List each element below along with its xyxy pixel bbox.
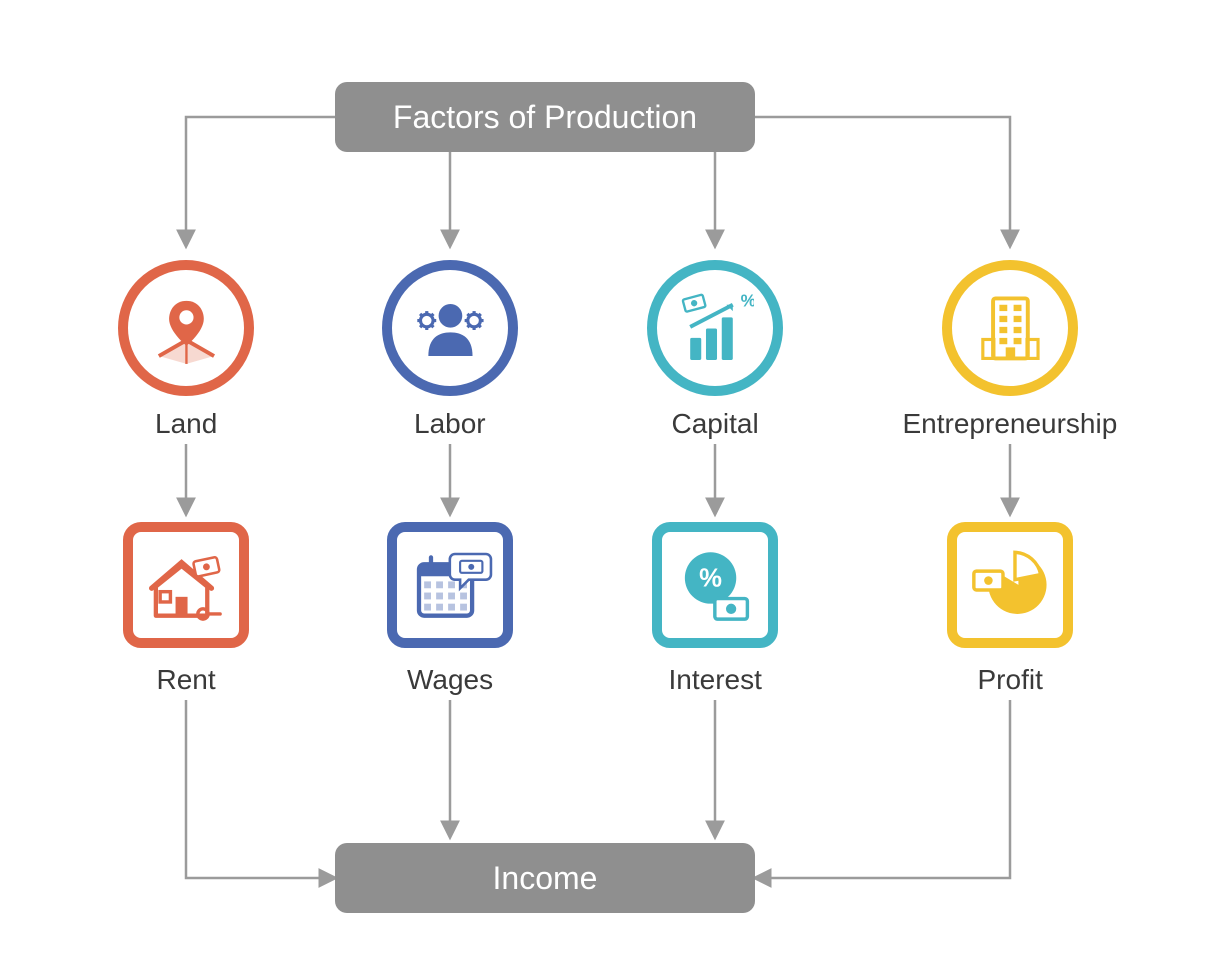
factor-circle-entrepreneurship: [942, 260, 1078, 396]
factor-label-labor: Labor: [414, 408, 486, 440]
pie-profit-icon: [967, 542, 1053, 628]
footer-box: Income: [335, 843, 755, 913]
growth-chart-icon: %: [676, 289, 755, 368]
income-square-labor: [387, 522, 513, 648]
factor-label-capital: Capital: [672, 408, 759, 440]
income-label-capital: Interest: [669, 664, 762, 696]
income-label-entrepreneurship: Profit: [978, 664, 1043, 696]
factor-circle-labor: [382, 260, 518, 396]
factor-circle-capital: %: [647, 260, 783, 396]
worker-icon: [411, 289, 490, 368]
income-square-land: [123, 522, 249, 648]
income-square-capital: %: [652, 522, 778, 648]
interest-percent-icon: %: [672, 542, 758, 628]
income-square-entrepreneurship: [947, 522, 1073, 648]
factor-label-land: Land: [155, 408, 217, 440]
svg-text:%: %: [699, 565, 722, 593]
header-box: Factors of Production: [335, 82, 755, 152]
house-rent-icon: [143, 542, 229, 628]
building-icon: [971, 289, 1050, 368]
svg-text:%: %: [740, 290, 754, 310]
factor-circle-land: [118, 260, 254, 396]
calendar-wage-icon: [407, 542, 493, 628]
factor-label-entrepreneurship: Entrepreneurship: [903, 408, 1118, 440]
map-pin-icon: [147, 289, 226, 368]
income-label-labor: Wages: [407, 664, 493, 696]
footer-box-label: Income: [493, 860, 598, 897]
income-label-land: Rent: [157, 664, 216, 696]
header-box-label: Factors of Production: [393, 99, 697, 136]
